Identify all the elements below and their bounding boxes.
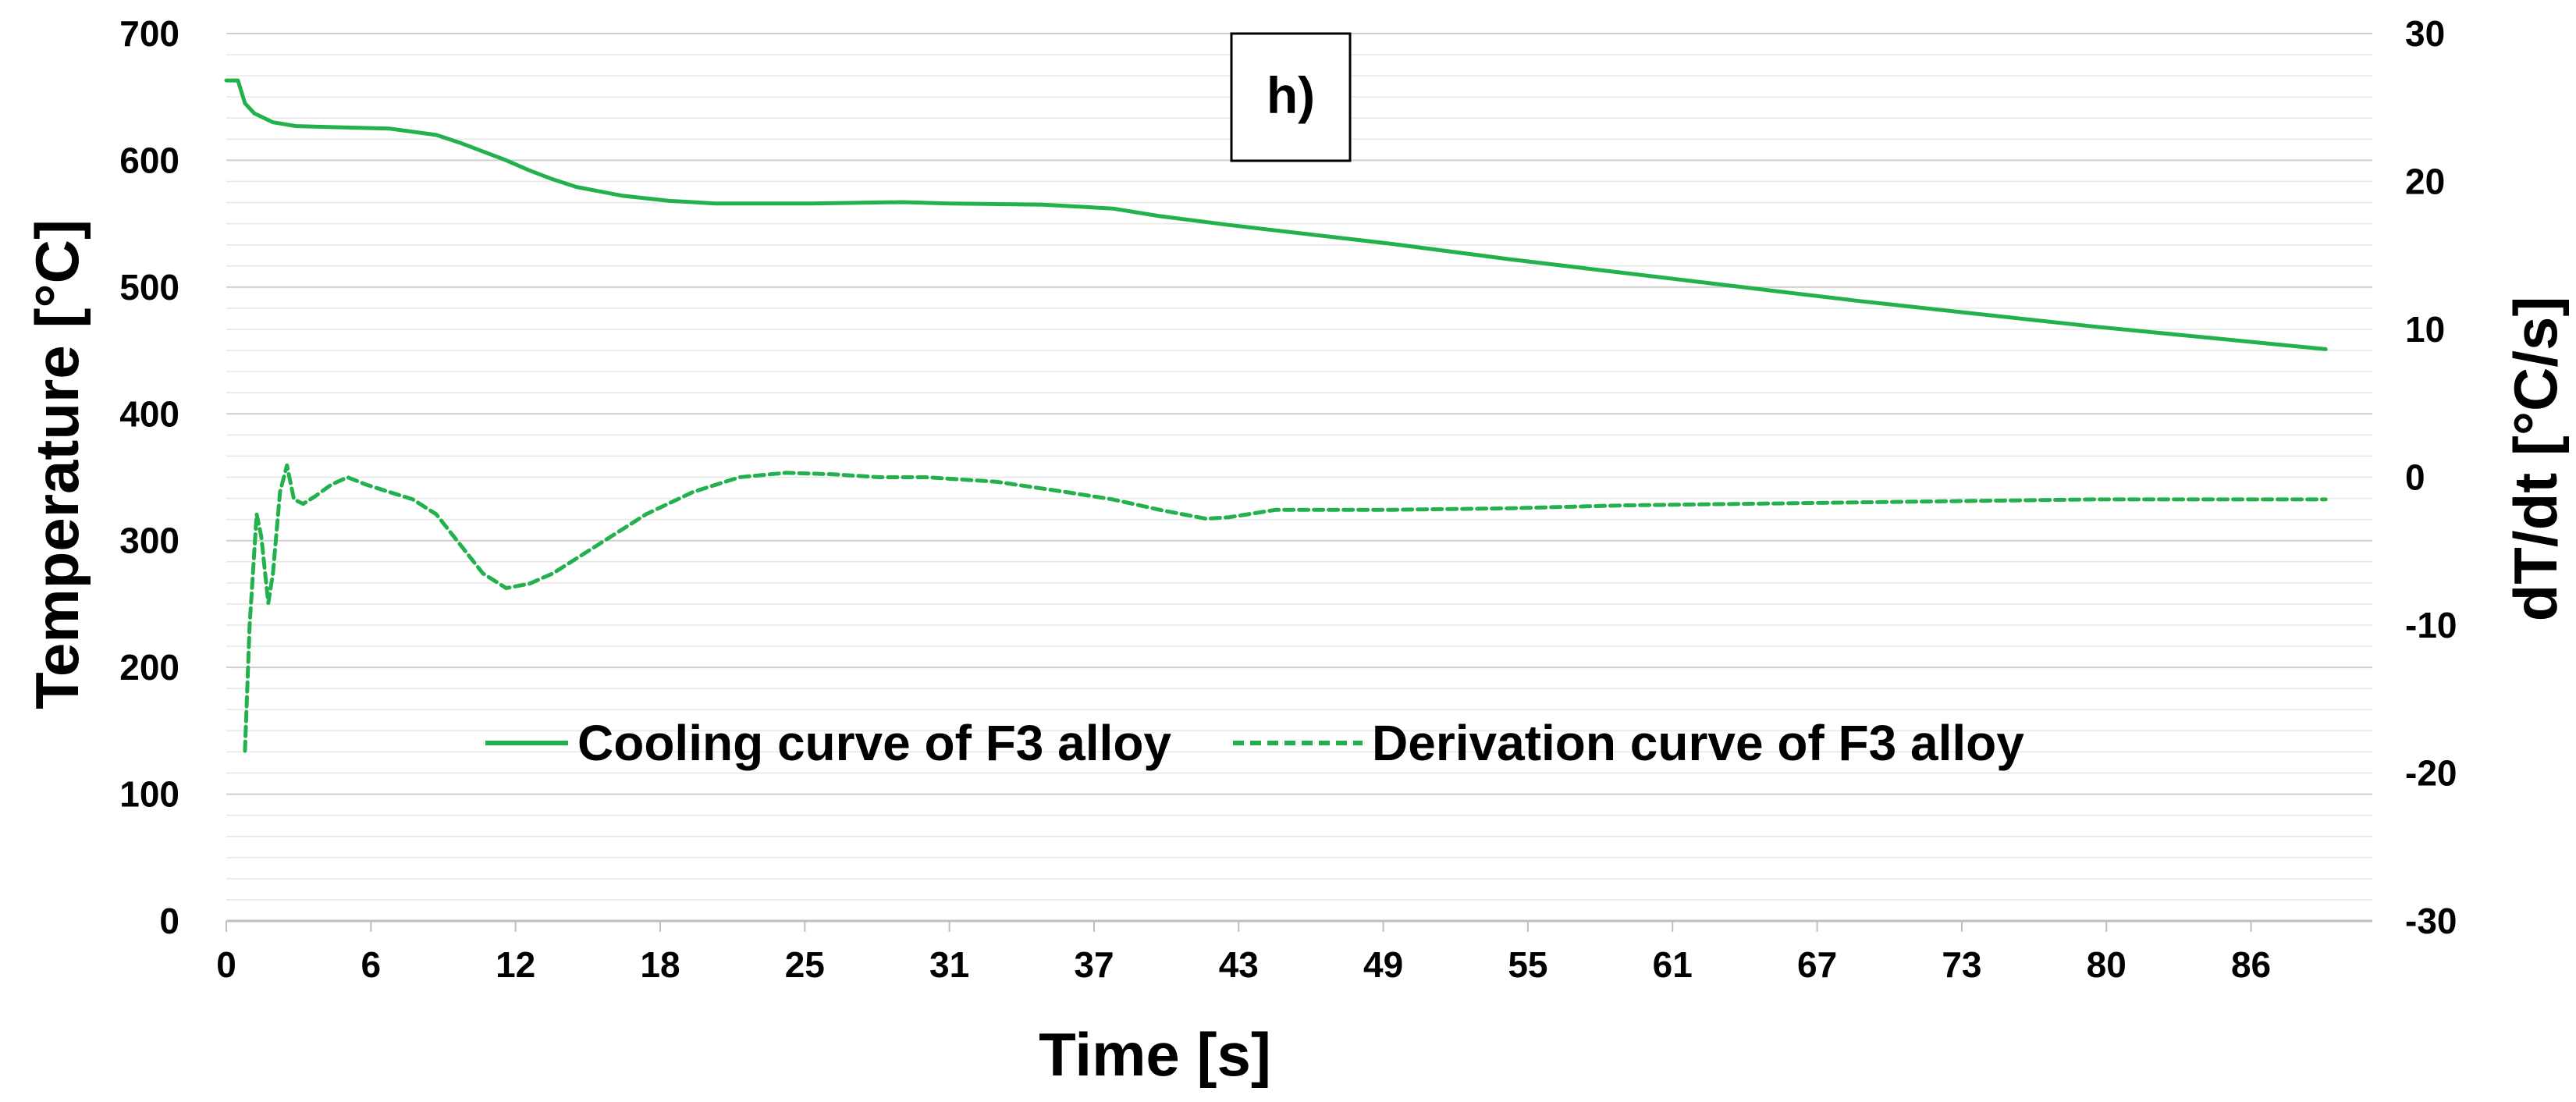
x-tick-label: 43 bbox=[1219, 944, 1259, 985]
legend-label-derivation: Derivation curve of F3 alloy bbox=[1372, 715, 2024, 771]
cooling-curve-line bbox=[224, 78, 2328, 351]
y-right-tick-label: -30 bbox=[2405, 901, 2457, 941]
x-tick-label: 86 bbox=[2231, 944, 2271, 985]
y-left-tick-label: 0 bbox=[159, 901, 179, 941]
x-tick-label: 61 bbox=[1653, 944, 1693, 985]
y-left-tick-label: 100 bbox=[119, 774, 179, 815]
y-right-tick-label: -20 bbox=[2405, 753, 2457, 794]
legend: Cooling curve of F3 alloy Derivation cur… bbox=[485, 715, 2024, 771]
x-tick-label: 55 bbox=[1508, 944, 1547, 985]
x-tick-label: 37 bbox=[1074, 944, 1114, 985]
y-left-tick-label: 700 bbox=[119, 13, 179, 54]
x-tick-label: 25 bbox=[785, 944, 825, 985]
data-series bbox=[224, 78, 2328, 753]
x-tick-label: 12 bbox=[496, 944, 535, 985]
y-right-tick-label: 0 bbox=[2405, 457, 2425, 498]
panel-label-text: h) bbox=[1267, 66, 1315, 124]
x-tick-label: 80 bbox=[2087, 944, 2127, 985]
x-axis-title: Time [s] bbox=[1039, 1020, 1271, 1089]
legend-label-cooling: Cooling curve of F3 alloy bbox=[577, 715, 1171, 771]
x-tick-label: 18 bbox=[640, 944, 680, 985]
y-left-tick-label: 300 bbox=[119, 521, 179, 561]
derivation-curve-line bbox=[243, 463, 2328, 753]
x-tick-label: 73 bbox=[1942, 944, 1981, 985]
y-left-tick-label: 400 bbox=[119, 393, 179, 434]
x-tick-label: 49 bbox=[1363, 944, 1403, 985]
panel-label-box bbox=[1230, 32, 1352, 162]
panel-label: h) bbox=[1230, 32, 1352, 162]
y-right-tick-label: -10 bbox=[2405, 605, 2457, 645]
y-left-tick-label: 200 bbox=[119, 647, 179, 688]
y-axis-title-left: Temperature [°C] bbox=[23, 219, 91, 709]
x-tick-label: 67 bbox=[1797, 944, 1837, 985]
y-left-tick-label: 500 bbox=[119, 267, 179, 307]
x-tick-label: 31 bbox=[929, 944, 969, 985]
y-left-tick-label: 600 bbox=[119, 140, 179, 180]
y-axis-title-right: dT/dt [°C/s] bbox=[2501, 297, 2570, 622]
y-right-tick-label: 10 bbox=[2405, 309, 2445, 350]
y-right-tick-label: 20 bbox=[2405, 162, 2445, 202]
x-tick-label: 6 bbox=[361, 944, 382, 985]
x-tick-label: 0 bbox=[216, 944, 236, 985]
gridlines bbox=[226, 33, 2372, 922]
y-right-tick-label: 30 bbox=[2405, 13, 2445, 54]
